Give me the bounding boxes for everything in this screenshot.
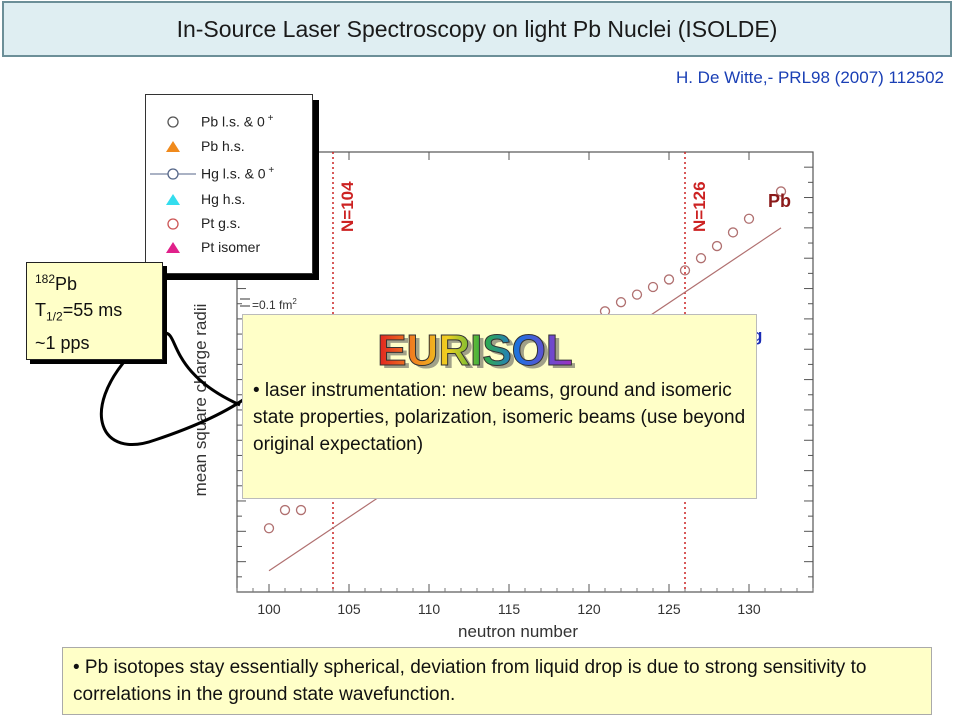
series-label-hg: g	[752, 326, 762, 345]
data-point-0-14	[663, 274, 675, 285]
data-point-0-16	[695, 253, 707, 264]
bottom-note: • Pb isotopes stay essentially spherical…	[62, 647, 932, 715]
scale-label-sup: 2	[292, 297, 297, 306]
y-axis-label: mean square charge radii	[191, 304, 210, 497]
scale-label: =0.1 fm	[252, 298, 292, 312]
x-tick-label-100: 100	[257, 601, 281, 617]
vline-label-n104: N=104	[338, 181, 357, 232]
eurisol-logo: EURISOL EURISOL	[377, 326, 575, 378]
legend-item: Pt isomer	[146, 239, 314, 259]
legend-marker-0	[167, 116, 179, 128]
series-label-pb: Pb	[768, 191, 791, 211]
x-tick-label-120: 120	[577, 601, 601, 617]
svg-text:EURISOL: EURISOL	[377, 326, 573, 375]
data-point-0-15	[679, 265, 691, 276]
pb182-halflife: T1/2=55 ms	[35, 300, 123, 324]
legend-item: Hg h.s.	[146, 191, 314, 211]
scale-bar: =0.1 fm2	[240, 297, 297, 312]
data-point-0-17	[711, 240, 723, 252]
data-point-0-19	[743, 213, 755, 224]
legend-marker-1	[166, 141, 180, 152]
legend-label: Pt isomer	[201, 239, 261, 255]
svg-text:EURISOL: EURISOL	[381, 329, 575, 377]
legend-label: Pb h.s.	[201, 138, 245, 154]
data-point-0-1	[279, 504, 291, 516]
legend-item: Hg l.s. & 0 +	[146, 165, 314, 185]
data-point-0-13	[647, 281, 659, 293]
legend-item: Pt g.s.	[146, 215, 314, 235]
svg-text:=0.1 fm2: =0.1 fm2	[252, 297, 297, 312]
data-point-0-20	[775, 186, 787, 197]
x-axis-label: neutron number	[458, 622, 578, 641]
legend-marker-3	[166, 194, 180, 205]
data-point-0-11	[615, 297, 627, 308]
data-point-0-2	[295, 504, 307, 516]
pb182-isotope: 182Pb	[35, 272, 78, 294]
legend-label: Pb l.s. & 0 +	[201, 113, 274, 130]
pb182-callout: 182Pb T1/2=55 ms ~1 pps	[26, 262, 163, 360]
data-point-0-18	[727, 227, 739, 238]
eurisol-box: EURISOL EURISOL • laser instrumentation:…	[242, 314, 757, 499]
data-point-0-0	[263, 523, 275, 534]
vline-label-n126: N=126	[690, 181, 709, 232]
data-point-0-12	[631, 289, 643, 300]
x-tick-label-130: 130	[737, 601, 761, 617]
legend-item: Pb l.s. & 0 +	[146, 113, 314, 133]
legend-marker-2	[167, 168, 179, 180]
x-tick-label-115: 115	[498, 601, 521, 617]
eurisol-bullet: • laser instrumentation: new beams, grou…	[253, 380, 746, 455]
legend-item: Pb h.s.	[146, 138, 314, 158]
legend-label: Pt g.s.	[201, 215, 241, 231]
pb182-rate: ~1 pps	[35, 332, 90, 353]
legend: Pb l.s. & 0 + Pb h.s. Hg l.s. & 0 + Hg h.s.…	[145, 94, 313, 274]
legend-marker-4	[167, 218, 179, 230]
x-tick-label-125: 125	[657, 601, 681, 617]
callout-connector	[100, 331, 251, 446]
legend-label: Hg l.s. & 0 +	[201, 165, 275, 182]
x-tick-label-110: 110	[418, 601, 441, 617]
legend-marker-5	[166, 242, 180, 253]
slide-title: In-Source Laser Spectroscopy on light Pb…	[2, 1, 952, 57]
x-tick-label-105: 105	[337, 601, 361, 617]
legend-label: Hg h.s.	[201, 191, 246, 207]
citation: H. De Witte,- PRL98 (2007) 112502	[675, 68, 944, 87]
